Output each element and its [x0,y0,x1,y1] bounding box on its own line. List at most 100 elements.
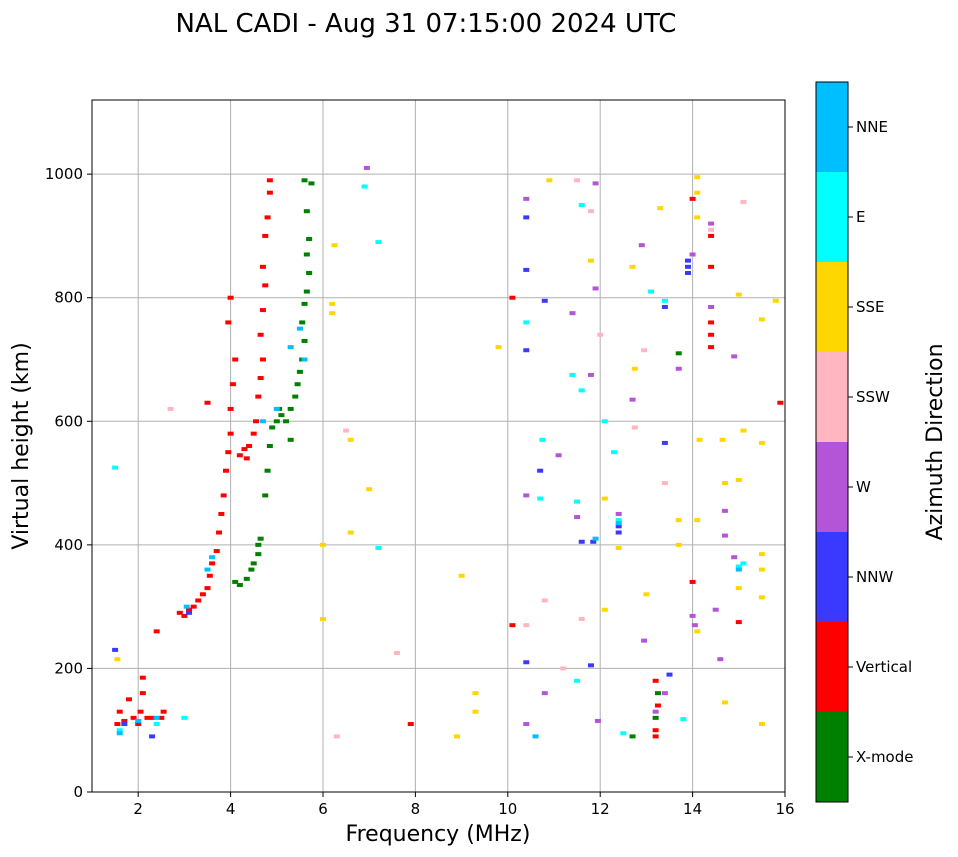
colorbar-segment-e [816,172,848,262]
echo-point-vertical [777,400,784,405]
colorbar-title: Azimuth Direction [923,343,948,540]
echo-point-e [574,499,581,504]
echo-point-w [708,304,715,309]
echo-point-nne [209,555,216,560]
echo-point-ssw [393,650,400,655]
echo-point-sse [329,301,336,306]
echo-point-sse [458,573,465,578]
echo-point-w [717,657,724,662]
echo-point-nne [135,718,142,723]
echo-point-sse [587,258,594,263]
echo-point-sse [657,206,664,211]
y-tick-label: 0 [73,783,83,801]
echo-point-e [153,722,160,727]
echo-point-x-mode [236,583,243,588]
echo-point-ssw [333,734,340,739]
echo-point-w [523,196,530,201]
echo-point-ssw [343,428,350,433]
echo-point-ssw [597,332,604,337]
colorbar-segment-ssw [816,352,848,442]
echo-point-ssw [641,348,648,353]
echo-point-vertical [209,561,216,566]
echo-point-sse [694,215,701,220]
echo-point-w [569,311,576,316]
echo-point-x-mode [257,536,264,541]
echo-point-e [578,203,585,208]
echo-point-vertical [199,592,206,597]
echo-point-e [181,715,188,720]
echo-point-w [675,366,682,371]
echo-point-sse [495,345,502,350]
echo-point-sse [696,437,703,442]
echo-point-w [523,722,530,727]
colorbar: X-mode Vertical NNW W SSW SSE E NNE [815,81,913,803]
echo-point-x-mode [303,209,310,214]
echo-point-sse [758,440,765,445]
echo-point-w [638,243,645,248]
echo-point-ssw [631,425,638,430]
echo-point-vertical [236,453,243,458]
echo-point-vertical [250,431,257,436]
echo-point-sse [472,691,479,696]
echo-point-x-mode [243,576,250,581]
echo-point-vertical [227,406,234,411]
echo-point-vertical [652,728,659,733]
colorbar-segment-w [816,442,848,532]
echo-point-vertical [654,703,661,708]
echo-point-w [363,165,370,170]
echo-point-w [523,493,530,498]
echo-point-vertical [116,709,123,714]
echo-point-sse [740,428,747,433]
echo-point-vertical [220,493,227,498]
echo-point-nnw [186,610,193,615]
echo-point-vertical [158,715,165,720]
echo-point-nnw [587,663,594,668]
echo-point-sse [331,243,338,248]
echo-point-x-mode [255,542,262,547]
echo-point-sse [453,734,460,739]
echo-point-sse [694,629,701,634]
echo-point-sse [758,595,765,600]
echo-point-e [648,289,655,294]
echo-point-w [594,718,601,723]
y-axis-label: Virtual height (km) [9,342,34,549]
echo-point-ssw [708,227,715,232]
echo-point-vertical [735,620,742,625]
echo-point-vertical [139,691,146,696]
echo-point-x-mode [629,734,636,739]
echo-point-vertical [135,722,142,727]
x-tick-label: 6 [318,800,328,818]
colorbar-segment-x-mode [816,712,848,802]
x-tick-label: 12 [591,800,610,818]
echo-point-w [652,709,659,714]
echo-point-e [375,240,382,245]
echo-point-x-mode [301,338,308,343]
echo-point-sse [758,567,765,572]
echo-point-nne [301,357,308,362]
echo-point-vertical [708,345,715,350]
x-axis-ticks: 2 4 6 8 10 12 14 16 [133,792,795,818]
echo-point-sse [329,311,336,316]
echo-point-w [721,508,728,513]
echo-point-w [629,397,636,402]
echo-point-nnw [666,672,673,677]
echo-point-sse [735,477,742,482]
echo-point-e [611,450,618,455]
echo-point-e [680,717,687,722]
echo-point-x-mode [296,369,303,374]
echo-point-sse [472,709,479,714]
echo-point-w [555,453,562,458]
echo-point-sse [601,607,608,612]
echo-point-x-mode [269,425,276,430]
x-axis-label: Frequency (MHz) [346,822,531,847]
echo-point-e [735,564,742,569]
echo-point-e [537,496,544,501]
echo-point-nne [204,567,211,572]
echo-point-nne [592,536,599,541]
echo-point-x-mode [232,579,239,584]
echo-point-vertical [708,264,715,269]
echo-point-x-mode [287,406,294,411]
x-tick-label: 8 [411,800,421,818]
echo-point-sse [615,545,622,550]
